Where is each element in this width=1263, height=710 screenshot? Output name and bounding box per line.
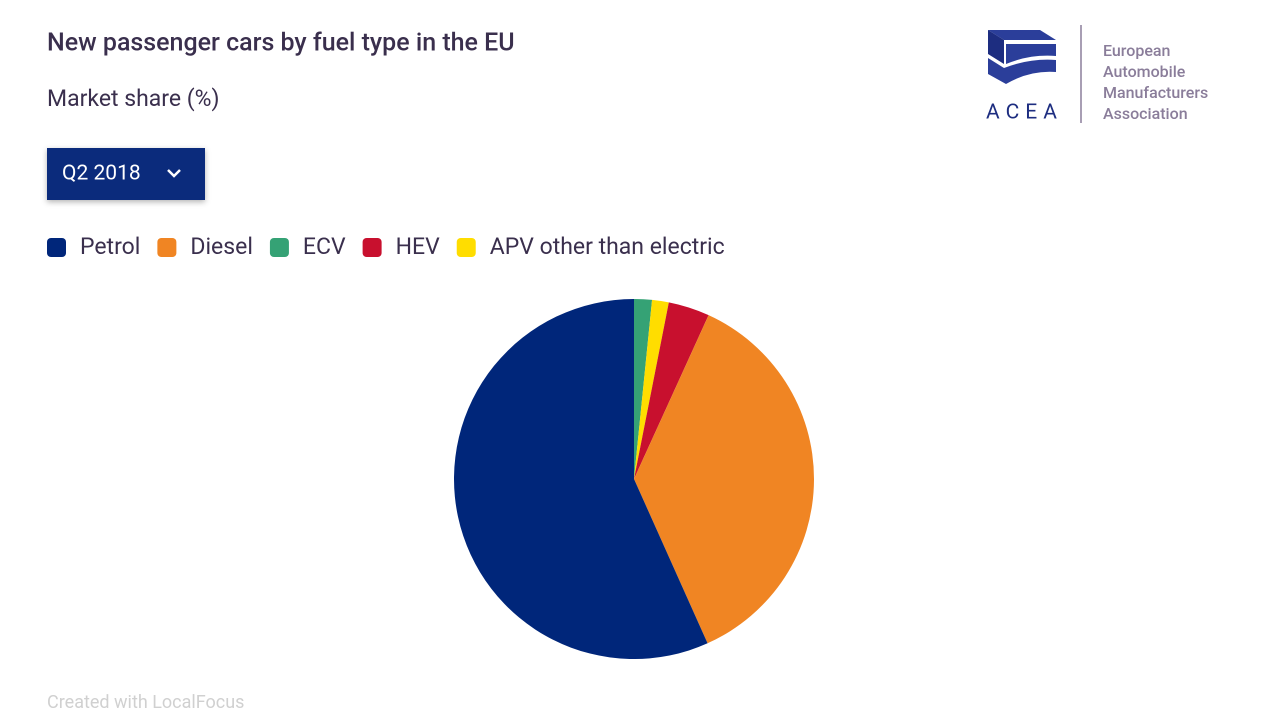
logo-line: Association	[1103, 104, 1188, 123]
legend-swatch	[47, 238, 66, 257]
dropdown-label[interactable]: Q2 2018	[62, 162, 141, 186]
logo-line: Manufacturers	[1103, 83, 1208, 102]
legend-swatch	[362, 238, 382, 257]
credit: Created with LocalFocus	[47, 692, 244, 710]
logo-shape	[1006, 44, 1056, 64]
legend-label: APV other than electric	[490, 233, 725, 260]
chart-subtitle: Market share (%)	[47, 85, 220, 112]
chart-title: New passenger cars by fuel type in the E…	[47, 29, 515, 58]
legend-label: Diesel	[190, 233, 253, 260]
dropdown-box[interactable]	[47, 148, 205, 200]
legend-label: HEV	[396, 233, 440, 260]
logo-line: Automobile	[1103, 62, 1186, 81]
pie-slice	[453, 299, 708, 659]
logo-acronym: ACEA	[986, 101, 1063, 125]
logo-line: European	[1103, 41, 1170, 60]
logo-shape	[988, 30, 1056, 40]
pie-slice	[634, 299, 653, 479]
legend-label: Petrol	[80, 233, 140, 260]
pie-slice	[634, 315, 814, 644]
logo-shape	[988, 58, 1056, 84]
period-dropdown[interactable]: Q2 2018	[47, 148, 205, 200]
pie-slice	[634, 299, 669, 479]
legend-swatch	[157, 238, 177, 257]
dropdown-chevron	[167, 169, 181, 178]
logo: ACEA European Automobile Manufacturers Asso…	[986, 25, 1208, 125]
legend-swatch	[269, 238, 289, 257]
pie-slice	[634, 302, 709, 479]
legend-label: ECV	[303, 233, 346, 260]
legend-swatch	[456, 238, 476, 257]
logo-shape	[988, 30, 1004, 64]
